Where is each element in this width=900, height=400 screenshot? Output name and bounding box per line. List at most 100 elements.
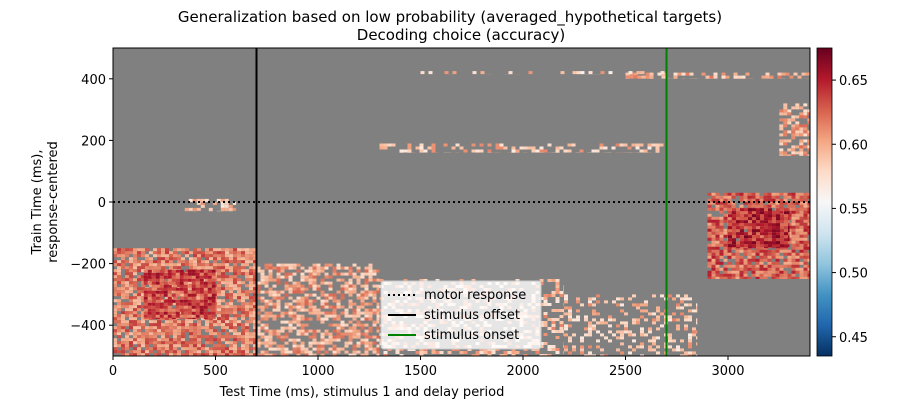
heatmap-cell [756,226,760,230]
heatmap-cell [253,257,257,261]
heatmap-cell [707,198,712,202]
heatmap-cell [185,260,189,264]
heatmap-cell [787,249,792,253]
heatmap-cell [608,339,612,343]
heatmap-cell [173,251,177,255]
heatmap-cell [143,296,148,300]
heatmap-cell [752,223,756,227]
heatmap-cell [719,252,724,256]
heatmap-cell [256,284,261,288]
heatmap-cell [499,354,504,356]
heatmap-cell [264,311,269,315]
heatmap-cell [475,351,480,354]
heatmap-cell [308,350,313,354]
heatmap-cell [747,192,752,196]
heatmap-cell [129,344,133,348]
heatmap-cell [276,305,281,309]
heatmap-cell [113,287,117,291]
heatmap-cell [743,192,748,196]
heatmap-cell [559,315,564,318]
heatmap-cell [727,210,732,214]
heatmap-cell [779,148,784,152]
heatmap-cell [153,269,157,273]
heatmap-cell [743,246,748,250]
heatmap-cell [308,302,313,306]
heatmap-cell [117,290,121,294]
heatmap-cell [224,204,229,208]
heatmap-cell [741,75,746,79]
heatmap-cell [763,246,768,250]
heatmap-cell [121,260,125,264]
heatmap-cell [747,249,752,253]
heatmap-cell [213,332,217,336]
heatmap-cell [175,302,180,306]
heatmap-cell [137,350,141,354]
heatmap-cell [272,278,277,282]
heatmap-cell [719,240,724,244]
heatmap-cell [129,350,133,354]
heatmap-cell [655,149,660,153]
heatmap-cell [179,308,184,312]
heatmap-cell [803,237,808,241]
heatmap-cell [652,342,656,346]
heatmap-cell [723,234,728,238]
heatmap-cell [229,311,233,315]
heatmap-cell [551,348,556,351]
heatmap-cell [308,353,313,356]
heatmap-cell [776,235,780,239]
heatmap-cell [137,251,141,255]
heatmap-cell [181,353,185,356]
heatmap-cell [356,323,361,327]
heatmap-cell [600,354,604,356]
heatmap-cell [133,293,137,297]
heatmap-cell [336,332,341,336]
heatmap-cell [145,344,149,348]
heatmap-cell [629,75,634,79]
heatmap-cell [725,75,730,79]
heatmap-cell [221,335,225,339]
heatmap-cell [276,269,281,273]
heatmap-cell [197,329,201,333]
heatmap-cell [732,238,736,242]
heatmap-cell [711,255,716,259]
heatmap-cell [592,324,596,328]
heatmap-cell [645,72,650,76]
heatmap-cell [592,312,596,316]
heatmap-cell [125,311,129,315]
heatmap-cell [744,220,748,224]
heatmap-cell [340,272,345,276]
heatmap-cell [141,326,145,330]
heatmap-cell [784,223,788,227]
heatmap-cell [300,341,305,345]
heatmap-cell [320,299,325,303]
heatmap-cell [229,257,233,261]
heatmap-cell [711,222,716,226]
heatmap-cell [167,311,172,315]
heatmap-cell [364,266,369,270]
heatmap-cell [237,299,241,303]
heatmap-cell [600,318,604,322]
heatmap-cell [117,320,121,324]
heatmap-cell [744,208,748,212]
heatmap-cell [763,195,768,199]
heatmap-cell [155,302,160,306]
heatmap-cell [233,269,237,273]
heatmap-cell [157,344,161,348]
heatmap-cell [245,248,249,252]
heatmap-cell [799,204,804,208]
heatmap-cell [237,296,241,300]
heatmap-cell [336,305,341,309]
heatmap-cell [245,314,249,318]
heatmap-cell [715,240,720,244]
heatmap-cell [723,273,728,277]
heatmap-cell [113,254,117,258]
heatmap-cell [203,305,208,309]
heatmap-cell [743,267,748,271]
heatmap-cell [256,281,261,285]
heatmap-cell [543,300,548,303]
heatmap-cell [195,269,200,273]
heatmap-cell [791,124,796,128]
heatmap-cell [320,302,325,306]
heatmap-cell [312,311,317,315]
heatmap-cell [260,314,265,318]
